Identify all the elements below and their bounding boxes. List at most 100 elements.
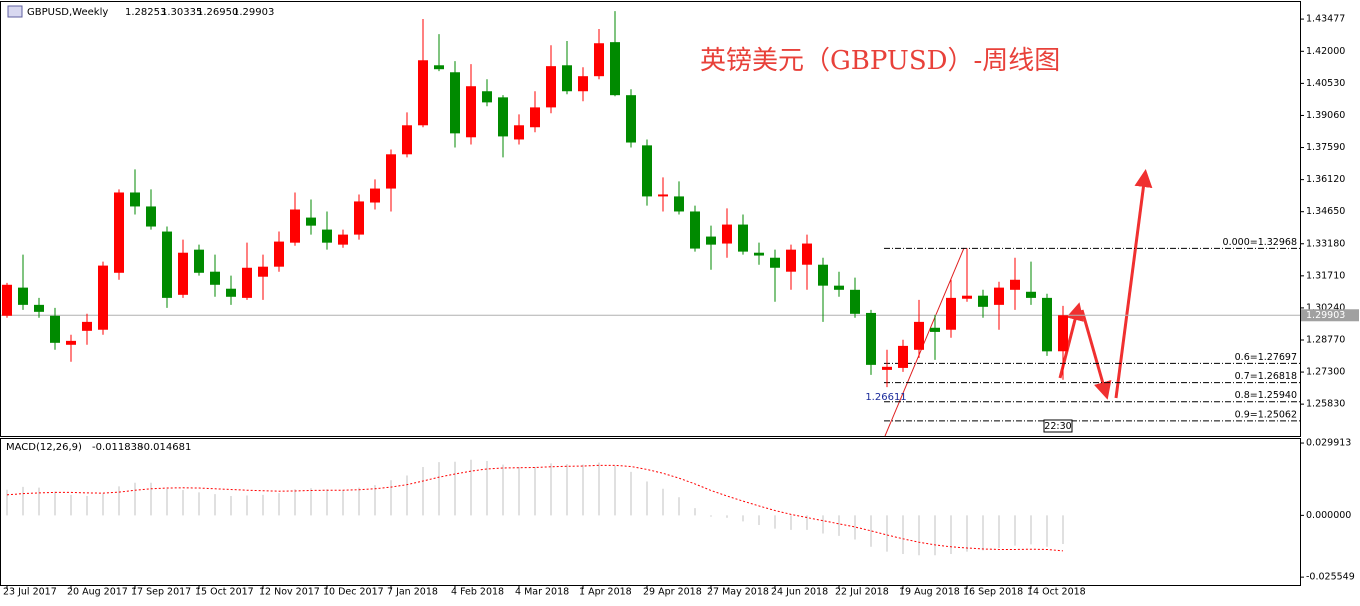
header: GBPUSD,Weekly 1.28253 1.30335 1.26950 1.…	[7, 5, 274, 18]
fib-level-label: 0.6=1.27697	[1235, 352, 1297, 363]
candle-body	[802, 243, 812, 265]
candle-body	[514, 125, 524, 140]
candle-body	[370, 188, 380, 203]
candle-body	[1010, 279, 1020, 290]
candle-body	[274, 241, 284, 267]
candle-body	[18, 287, 28, 305]
window-icon	[7, 5, 23, 18]
x-tick-label: 17 Sep 2017	[131, 587, 191, 598]
candle-body	[978, 295, 988, 307]
ohlc-high: 1.30335	[161, 7, 202, 18]
candle-body	[418, 60, 428, 126]
candle-body	[242, 267, 252, 298]
candle-body	[770, 257, 780, 268]
candle-body	[402, 125, 412, 155]
candle-body	[914, 321, 924, 350]
y-tick-label: 1.40530	[1306, 78, 1345, 89]
candle-body	[562, 65, 572, 92]
ohlc-open: 1.28253	[125, 7, 166, 18]
candle-body	[738, 224, 748, 252]
macd-signal-value: -0.014681	[140, 442, 191, 453]
fib-level-label: 0.9=1.25062	[1235, 409, 1297, 420]
candle-body	[386, 154, 396, 189]
y-tick-label: 1.27300	[1306, 367, 1345, 378]
candle-body	[994, 287, 1004, 305]
x-tick-label: 22 Jul 2018	[835, 587, 889, 598]
candle-body	[194, 249, 204, 273]
candle-body	[706, 236, 716, 245]
candle-body	[258, 266, 268, 277]
macd-main-value: -0.011838	[92, 442, 143, 453]
y-tick-label: 1.28770	[1306, 334, 1345, 345]
x-tick-label: 19 Aug 2018	[899, 587, 960, 598]
x-tick-label: 15 Oct 2017	[195, 587, 254, 598]
y-tick-label: 1.37590	[1306, 142, 1345, 153]
y-tick-label: 0.029913	[1306, 438, 1351, 449]
ohlc-low: 1.26950	[197, 7, 238, 18]
main-pane	[0, 1, 1301, 437]
arrow-down	[1080, 309, 1112, 400]
candle-body	[642, 145, 652, 197]
y-tick-label: 1.25830	[1306, 399, 1345, 410]
macd-pane	[0, 438, 1301, 586]
candle-body	[754, 252, 764, 256]
current-price-label: 1.29903	[1306, 310, 1345, 321]
candle-body	[98, 265, 108, 330]
x-tick-label: 7 Jan 2018	[387, 587, 438, 598]
candle-body	[578, 76, 588, 92]
candle-body	[34, 304, 44, 312]
x-tick-label: 14 Oct 2018	[1027, 587, 1086, 598]
candle-body	[322, 229, 332, 243]
x-tick-label: 16 Sep 2018	[963, 587, 1023, 598]
candle-body	[290, 209, 300, 243]
candle-body	[674, 196, 684, 212]
candle-body	[2, 284, 12, 316]
y-tick-label: 1.31710	[1306, 270, 1345, 281]
candle-body	[114, 192, 124, 273]
x-tick-label: 24 Jun 2018	[771, 587, 828, 598]
candle-body	[466, 86, 476, 138]
candle-body	[850, 289, 860, 314]
ohlc-close: 1.29903	[233, 7, 274, 18]
candle-body	[178, 252, 188, 295]
x-tick-label: 20 Aug 2017	[67, 587, 128, 598]
y-tick-label: 1.39060	[1306, 110, 1345, 121]
candle-body	[82, 321, 92, 331]
fib-level-label: 0.000=1.32968	[1223, 237, 1297, 248]
y-tick-label: -0.025549	[1306, 572, 1355, 583]
x-tick-label: 12 Nov 2017	[259, 587, 320, 598]
candle-body	[338, 234, 348, 245]
y-tick-label: 1.36120	[1306, 174, 1345, 185]
candle-body	[626, 95, 636, 143]
candle-body	[610, 42, 620, 96]
x-tick-label: 10 Dec 2017	[323, 587, 384, 598]
candle-body	[866, 312, 876, 365]
fib-trend-line	[884, 247, 965, 437]
x-tick-label: 29 Apr 2018	[643, 587, 702, 598]
candle-body	[962, 295, 972, 299]
y-tick-label: 1.43477	[1306, 14, 1345, 25]
candle-body	[354, 201, 364, 235]
candle-body	[786, 249, 796, 272]
fib-level-label: 0.7=1.26818	[1235, 371, 1297, 382]
candle-body	[722, 224, 732, 244]
candle-body	[530, 107, 540, 128]
candle-body	[306, 217, 316, 226]
plot-layer: 1.43477 1.42000 1.40530 1.39060 1.37590 1.361…	[1, 11, 1359, 598]
candle-body	[146, 206, 156, 227]
candle-body	[818, 264, 828, 286]
x-tick-label: 27 May 2018	[707, 587, 769, 598]
candle-body	[498, 97, 508, 137]
candle-body	[482, 91, 492, 103]
candle-body	[834, 285, 844, 290]
candle-body	[210, 271, 220, 285]
countdown-label: 22:30	[1044, 421, 1071, 432]
candle-body	[162, 231, 172, 298]
macd-signal	[6, 464, 1064, 552]
candle-body	[434, 65, 444, 70]
candle-body	[50, 315, 60, 343]
countdown-box	[1043, 419, 1073, 433]
candle-body	[130, 192, 140, 207]
